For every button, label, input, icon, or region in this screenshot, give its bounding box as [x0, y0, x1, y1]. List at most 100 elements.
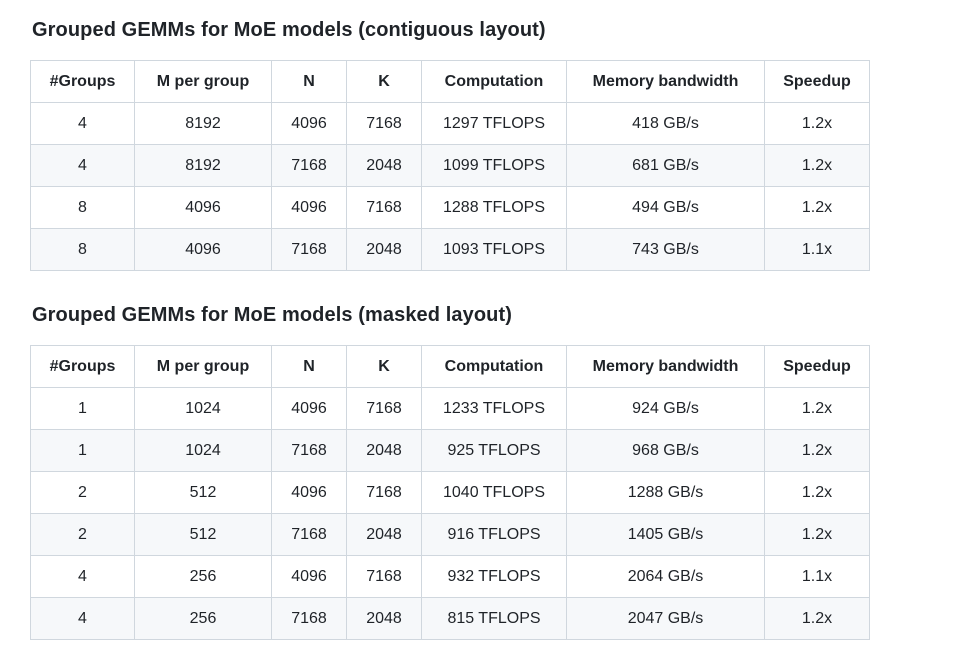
cell-speedup: 1.2x	[764, 102, 870, 145]
cell-m-per-group: 512	[134, 471, 272, 514]
table-row: 4 8192 7168 2048 1099 TFLOPS 681 GB/s 1.…	[30, 144, 870, 187]
column-header-computation: Computation	[421, 345, 567, 388]
contiguous-table-title: Grouped GEMMs for MoE models (contiguous…	[32, 19, 546, 41]
column-header-computation: Computation	[421, 60, 567, 103]
cell-computation: 1297 TFLOPS	[421, 102, 567, 145]
table-row: 2 512 7168 2048 916 TFLOPS 1405 GB/s 1.2…	[30, 513, 870, 556]
readme-content: Grouped GEMMs for MoE models (contiguous…	[30, 19, 870, 640]
cell-k: 2048	[346, 429, 422, 472]
cell-memory-bandwidth: 924 GB/s	[566, 387, 765, 430]
table-row: 8 4096 7168 2048 1093 TFLOPS 743 GB/s 1.…	[30, 228, 870, 271]
cell-groups: 2	[30, 513, 135, 556]
column-header-groups: #Groups	[30, 60, 135, 103]
column-header-groups: #Groups	[30, 345, 135, 388]
cell-n: 4096	[271, 555, 347, 598]
column-header-speedup: Speedup	[764, 345, 870, 388]
cell-memory-bandwidth: 2047 GB/s	[566, 597, 765, 640]
column-header-n: N	[271, 60, 347, 103]
cell-k: 2048	[346, 597, 422, 640]
table-row: 8 4096 4096 7168 1288 TFLOPS 494 GB/s 1.…	[30, 186, 870, 229]
cell-speedup: 1.2x	[764, 471, 870, 514]
cell-n: 4096	[271, 102, 347, 145]
cell-k: 2048	[346, 513, 422, 556]
cell-k: 2048	[346, 228, 422, 271]
cell-memory-bandwidth: 743 GB/s	[566, 228, 765, 271]
cell-n: 7168	[271, 228, 347, 271]
cell-memory-bandwidth: 681 GB/s	[566, 144, 765, 187]
cell-k: 7168	[346, 387, 422, 430]
cell-memory-bandwidth: 1288 GB/s	[566, 471, 765, 514]
cell-groups: 2	[30, 471, 135, 514]
table-row: 4 256 4096 7168 932 TFLOPS 2064 GB/s 1.1…	[30, 555, 870, 598]
masked-gemm-table: #Groups M per group N K Computation Memo…	[30, 345, 870, 640]
cell-groups: 8	[30, 186, 135, 229]
cell-n: 7168	[271, 597, 347, 640]
cell-speedup: 1.2x	[764, 429, 870, 472]
cell-speedup: 1.2x	[764, 186, 870, 229]
masked-table-title: Grouped GEMMs for MoE models (masked lay…	[32, 304, 513, 326]
cell-computation: 815 TFLOPS	[421, 597, 567, 640]
cell-k: 7168	[346, 186, 422, 229]
cell-groups: 4	[30, 597, 135, 640]
cell-k: 2048	[346, 144, 422, 187]
column-header-k: K	[346, 60, 422, 103]
cell-computation: 1040 TFLOPS	[421, 471, 567, 514]
cell-speedup: 1.2x	[764, 597, 870, 640]
column-header-k: K	[346, 345, 422, 388]
cell-speedup: 1.1x	[764, 228, 870, 271]
column-header-n: N	[271, 345, 347, 388]
cell-m-per-group: 4096	[134, 186, 272, 229]
column-header-m-per-group: M per group	[134, 60, 272, 103]
cell-m-per-group: 8192	[134, 144, 272, 187]
cell-k: 7168	[346, 102, 422, 145]
cell-memory-bandwidth: 418 GB/s	[566, 102, 765, 145]
cell-computation: 1093 TFLOPS	[421, 228, 567, 271]
cell-computation: 925 TFLOPS	[421, 429, 567, 472]
cell-n: 4096	[271, 387, 347, 430]
cell-computation: 1288 TFLOPS	[421, 186, 567, 229]
cell-groups: 4	[30, 102, 135, 145]
table-row: 4 8192 4096 7168 1297 TFLOPS 418 GB/s 1.…	[30, 102, 870, 145]
cell-n: 4096	[271, 186, 347, 229]
cell-groups: 8	[30, 228, 135, 271]
column-header-memory-bandwidth: Memory bandwidth	[566, 345, 765, 388]
cell-n: 7168	[271, 513, 347, 556]
cell-memory-bandwidth: 494 GB/s	[566, 186, 765, 229]
cell-speedup: 1.1x	[764, 555, 870, 598]
cell-speedup: 1.2x	[764, 513, 870, 556]
cell-k: 7168	[346, 471, 422, 514]
cell-m-per-group: 8192	[134, 102, 272, 145]
cell-k: 7168	[346, 555, 422, 598]
column-header-memory-bandwidth: Memory bandwidth	[566, 60, 765, 103]
column-header-m-per-group: M per group	[134, 345, 272, 388]
cell-n: 7168	[271, 429, 347, 472]
cell-m-per-group: 256	[134, 555, 272, 598]
cell-n: 4096	[271, 471, 347, 514]
cell-m-per-group: 256	[134, 597, 272, 640]
cell-m-per-group: 512	[134, 513, 272, 556]
table-row: 1 1024 7168 2048 925 TFLOPS 968 GB/s 1.2…	[30, 429, 870, 472]
cell-speedup: 1.2x	[764, 387, 870, 430]
cell-computation: 916 TFLOPS	[421, 513, 567, 556]
table-row: 2 512 4096 7168 1040 TFLOPS 1288 GB/s 1.…	[30, 471, 870, 514]
cell-groups: 1	[30, 429, 135, 472]
cell-memory-bandwidth: 1405 GB/s	[566, 513, 765, 556]
cell-m-per-group: 1024	[134, 387, 272, 430]
cell-computation: 1099 TFLOPS	[421, 144, 567, 187]
table-row: 4 256 7168 2048 815 TFLOPS 2047 GB/s 1.2…	[30, 597, 870, 640]
cell-groups: 4	[30, 144, 135, 187]
cell-m-per-group: 4096	[134, 228, 272, 271]
table-header-row: #Groups M per group N K Computation Memo…	[30, 345, 870, 388]
cell-speedup: 1.2x	[764, 144, 870, 187]
cell-memory-bandwidth: 2064 GB/s	[566, 555, 765, 598]
cell-n: 7168	[271, 144, 347, 187]
cell-m-per-group: 1024	[134, 429, 272, 472]
cell-computation: 932 TFLOPS	[421, 555, 567, 598]
column-header-speedup: Speedup	[764, 60, 870, 103]
table-row: 1 1024 4096 7168 1233 TFLOPS 924 GB/s 1.…	[30, 387, 870, 430]
cell-computation: 1233 TFLOPS	[421, 387, 567, 430]
cell-groups: 4	[30, 555, 135, 598]
cell-memory-bandwidth: 968 GB/s	[566, 429, 765, 472]
cell-groups: 1	[30, 387, 135, 430]
contiguous-gemm-table: #Groups M per group N K Computation Memo…	[30, 60, 870, 271]
